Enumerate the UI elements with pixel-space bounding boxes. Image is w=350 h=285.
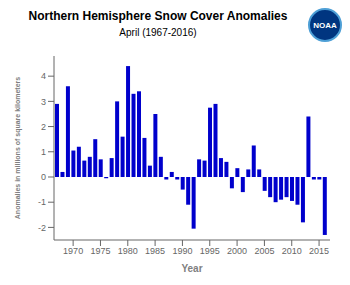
svg-text:1990: 1990 bbox=[172, 246, 192, 256]
html-text:Northern Hemisphere Snow Cover: Northern Hemisphere Snow Cover Anomalies bbox=[28, 9, 288, 23]
html-text:April (1967-2016): April (1967-2016) bbox=[119, 27, 197, 38]
svg-text:0: 0 bbox=[41, 172, 46, 182]
svg-text:1985: 1985 bbox=[145, 246, 165, 256]
svg-text:Year: Year bbox=[181, 263, 202, 274]
svg-text:2000: 2000 bbox=[227, 246, 247, 256]
svg-text:2015: 2015 bbox=[309, 246, 329, 256]
svg-text:-1: -1 bbox=[38, 197, 46, 207]
svg-text:3: 3 bbox=[41, 97, 46, 107]
html-text:NOAA: NOAA bbox=[313, 20, 337, 30]
svg-text:1975: 1975 bbox=[90, 246, 110, 256]
svg-text:Anomalies in millions of squar: Anomalies in millions of square kilomete… bbox=[14, 77, 22, 219]
svg-text:2005: 2005 bbox=[254, 246, 274, 256]
svg-text:4: 4 bbox=[41, 71, 46, 81]
svg-text:1980: 1980 bbox=[118, 246, 138, 256]
svg-text:1995: 1995 bbox=[200, 246, 220, 256]
svg-text:1970: 1970 bbox=[63, 246, 83, 256]
svg-text:2010: 2010 bbox=[282, 246, 302, 256]
svg-text:2: 2 bbox=[41, 122, 46, 132]
svg-text:1: 1 bbox=[41, 147, 46, 157]
svg-text:-2: -2 bbox=[38, 223, 46, 233]
